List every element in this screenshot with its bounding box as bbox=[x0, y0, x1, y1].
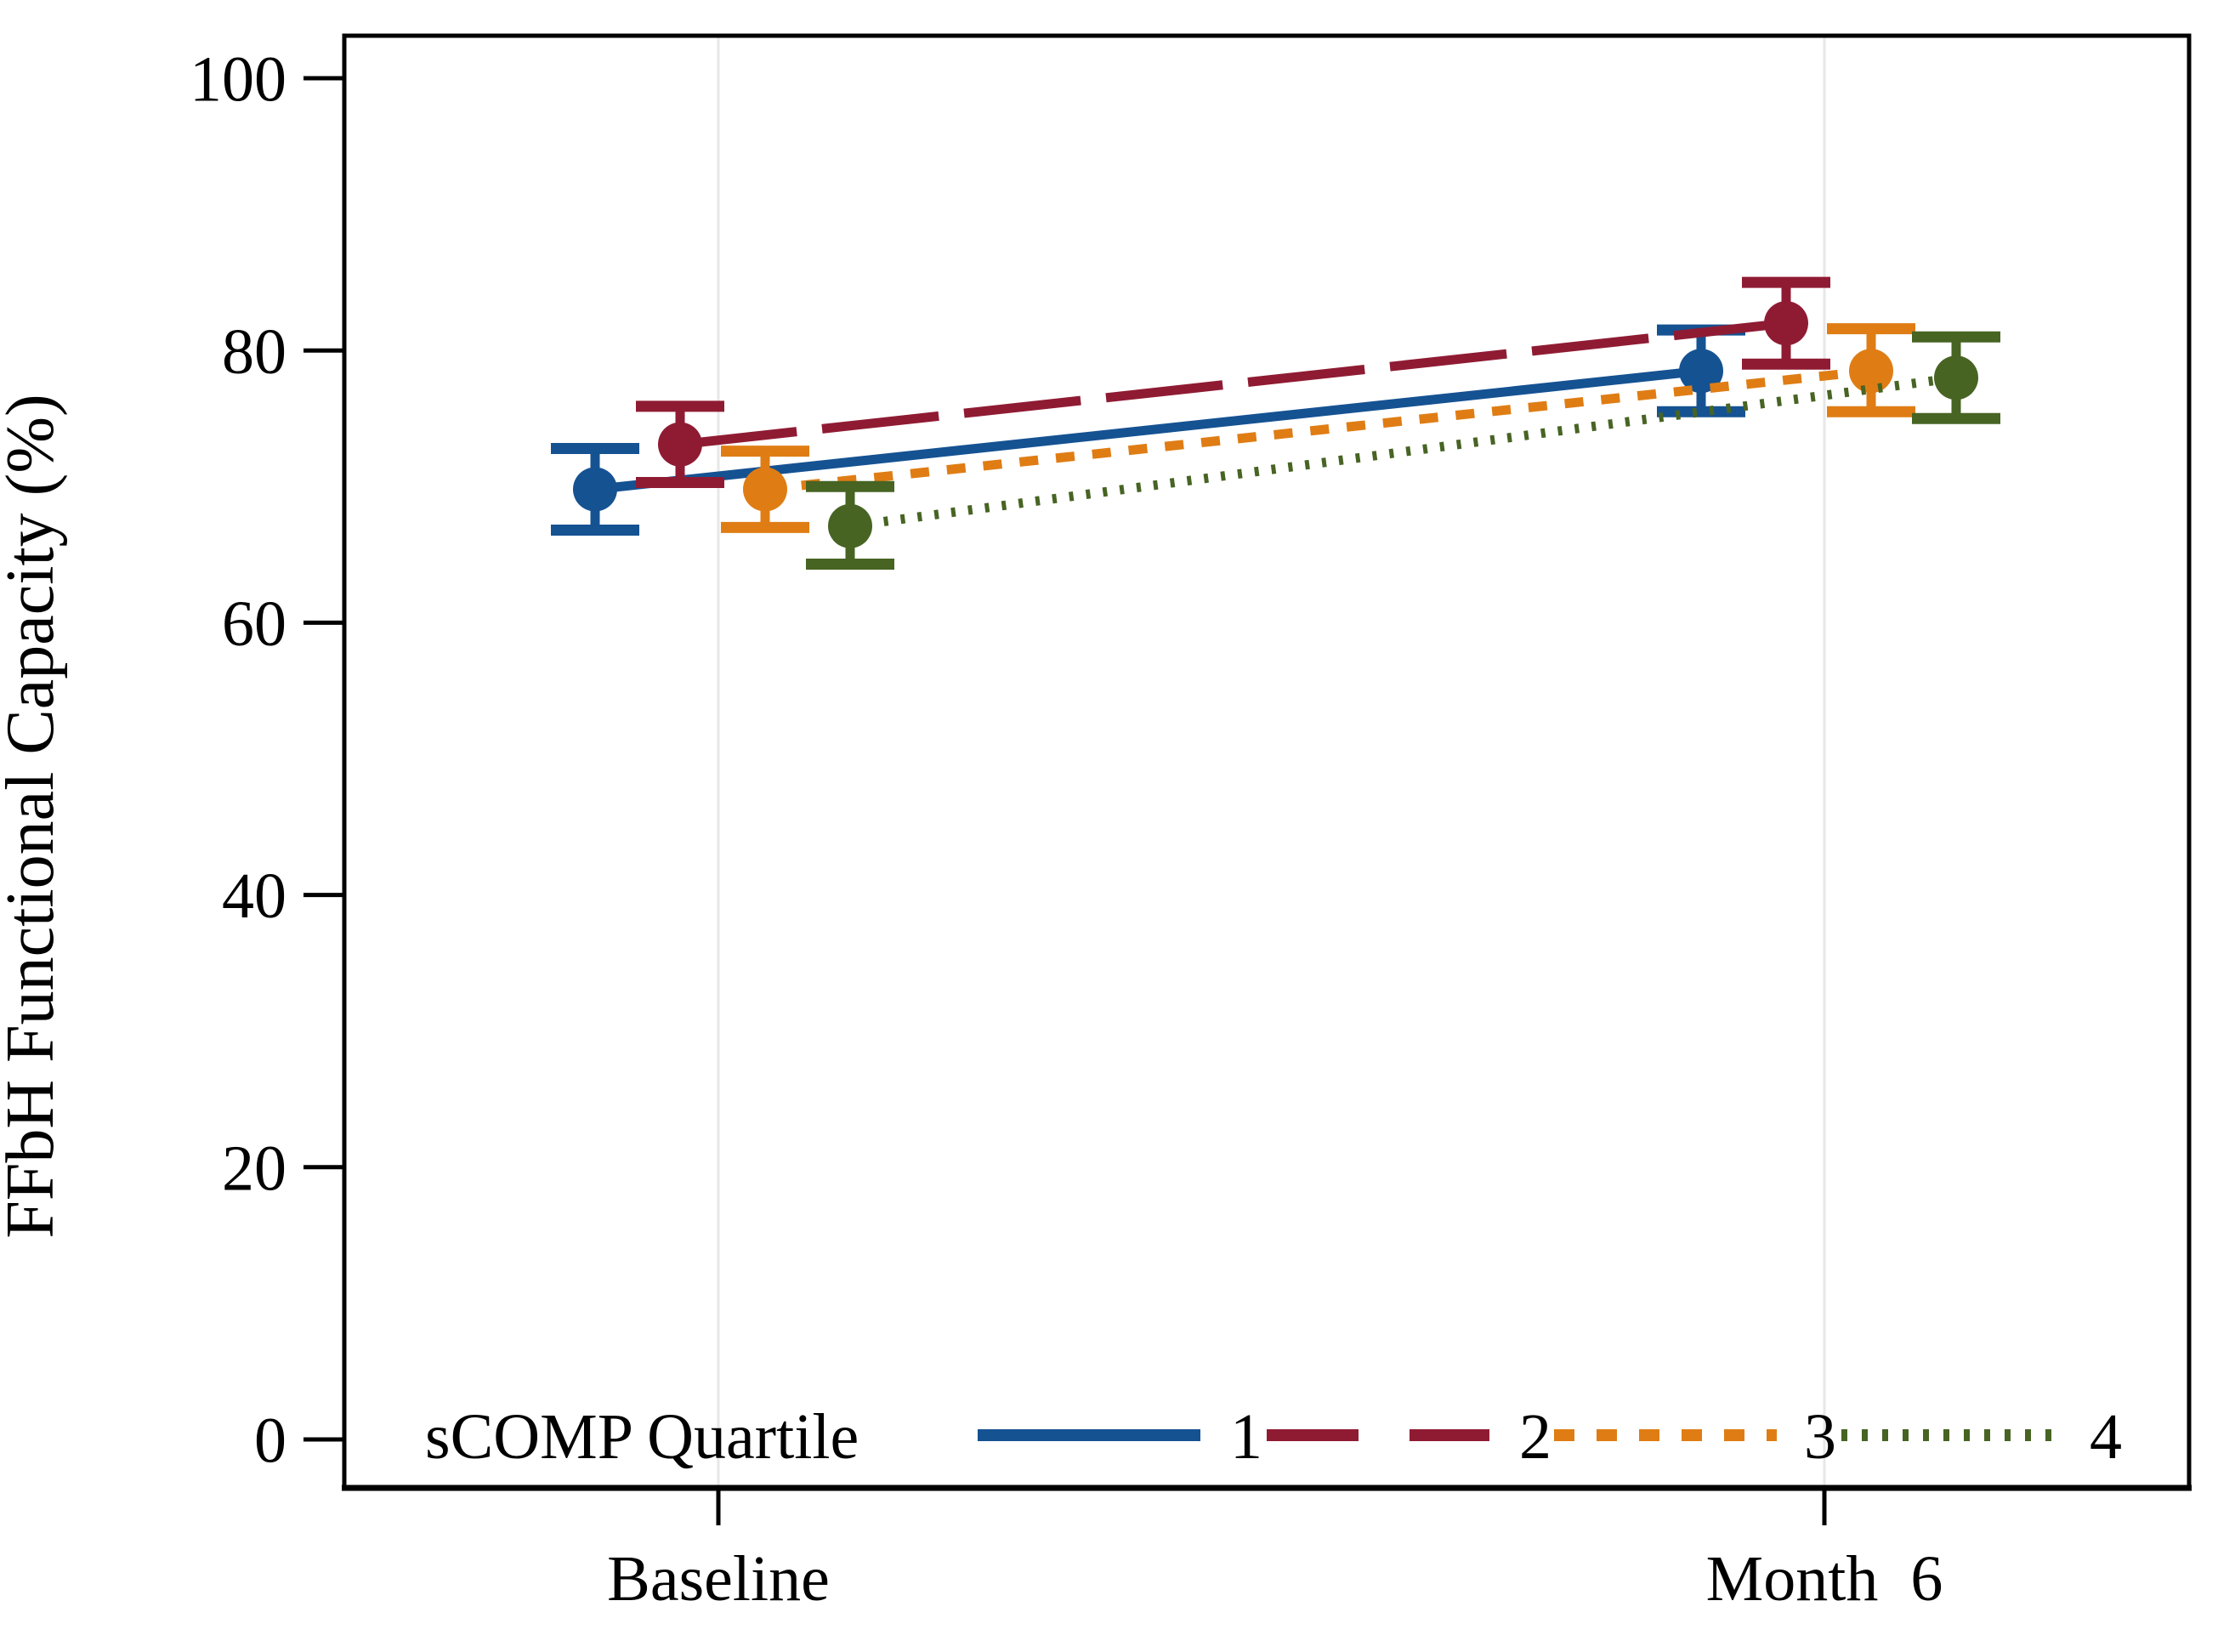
series-quartile-4 bbox=[806, 331, 2000, 571]
legend-item-1: 1 bbox=[978, 1401, 1262, 1473]
y-tick-label-0: 0 bbox=[254, 1405, 286, 1477]
series-quartile-3 bbox=[721, 323, 1915, 533]
plot-border bbox=[342, 33, 2192, 1490]
y-axis-title: FFbH Functional Capacity (%) bbox=[0, 394, 68, 1238]
gridlines-layer bbox=[717, 36, 1826, 1488]
series-layer bbox=[551, 276, 2000, 571]
series-3-line bbox=[764, 366, 1872, 494]
y-tick-label-80: 80 bbox=[222, 316, 286, 388]
plot-frame-layer bbox=[342, 33, 2192, 1491]
legend-label-1: 1 bbox=[1230, 1401, 1262, 1473]
legend-title: sCOMP Quartile bbox=[425, 1401, 859, 1473]
x-tick-label-month-6: Month 6 bbox=[1706, 1543, 1943, 1615]
y-tick-label-20: 20 bbox=[222, 1133, 286, 1204]
series-1-marker-baseline bbox=[573, 467, 617, 512]
series-1-marker-month-6 bbox=[1679, 349, 1723, 394]
x-tick-label-baseline: Baseline bbox=[607, 1543, 830, 1615]
series-1-line bbox=[594, 366, 1702, 494]
series-quartile-1 bbox=[551, 324, 1745, 536]
axis-ticks-layer: 0 20 40 60 80 100 bbox=[190, 44, 1827, 1525]
legend-label-2: 2 bbox=[1519, 1401, 1551, 1473]
series-2-line bbox=[679, 318, 1787, 450]
y-tick-label-60: 60 bbox=[222, 588, 286, 660]
legend-layer: 1 2 3 4 bbox=[978, 1401, 2122, 1473]
series-2-marker-baseline bbox=[658, 422, 702, 467]
series-3-marker-baseline bbox=[743, 467, 787, 512]
series-3-marker-month-6 bbox=[1849, 349, 1893, 394]
y-tick-label-40: 40 bbox=[222, 860, 286, 932]
series-4-marker-month-6 bbox=[1934, 355, 1978, 400]
legend-item-4: 4 bbox=[1841, 1401, 2122, 1473]
y-tick-label-100: 100 bbox=[190, 44, 286, 116]
series-2-marker-month-6 bbox=[1764, 301, 1808, 346]
legend-item-3: 3 bbox=[1554, 1401, 1836, 1473]
legend-label-4: 4 bbox=[2090, 1401, 2122, 1473]
series-4-marker-baseline bbox=[828, 503, 872, 548]
series-quartile-2 bbox=[636, 276, 1830, 488]
legend-item-2: 2 bbox=[1267, 1401, 1551, 1473]
legend-label-3: 3 bbox=[1804, 1401, 1836, 1473]
